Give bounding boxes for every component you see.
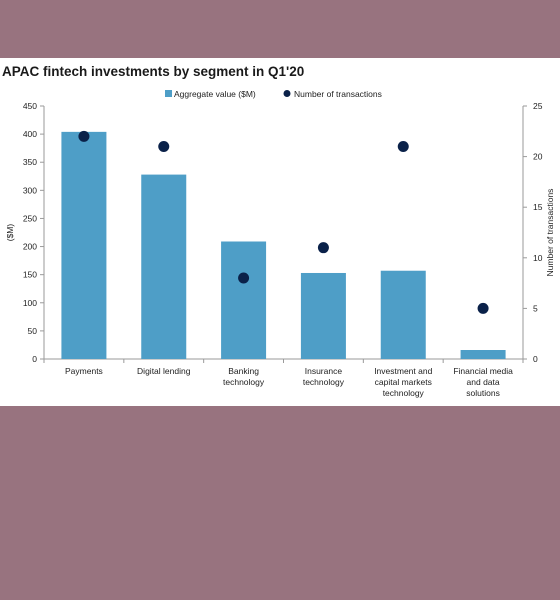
y-tick-label-left: 200	[23, 242, 37, 252]
y-tick-label-right: 10	[533, 253, 543, 263]
y-tick-label-left: 250	[23, 213, 37, 223]
bar	[460, 350, 506, 359]
y-tick-label-right: 20	[533, 152, 543, 162]
transaction-dot	[397, 140, 409, 152]
y-tick-label-right: 5	[533, 303, 538, 313]
bar	[221, 241, 267, 359]
x-category-label: and data	[467, 377, 500, 387]
x-category-label: solutions	[466, 388, 500, 398]
x-category-label: technology	[303, 377, 345, 387]
bar	[300, 272, 346, 359]
y-axis-left-title: ($M)	[5, 224, 15, 242]
y-tick-label-left: 400	[23, 129, 37, 139]
x-category-label: capital markets	[375, 377, 432, 387]
transaction-dot	[158, 140, 170, 152]
legend-label-bar: Aggregate value ($M)	[174, 89, 256, 99]
x-category-label: Banking	[228, 366, 259, 376]
x-category-label: Digital lending	[137, 366, 191, 376]
bar	[141, 174, 187, 359]
x-category-label: technology	[223, 377, 265, 387]
x-category-label: Financial media	[453, 366, 513, 376]
y-tick-label-left: 350	[23, 157, 37, 167]
chart-title: APAC fintech investments by segment in Q…	[2, 64, 305, 79]
y-tick-label-left: 300	[23, 185, 37, 195]
y-tick-label-right: 0	[533, 354, 538, 364]
chart-svg: 0 50 100 150 200 250 300 350 400 450 0 5 10 15 20 25 ($M…	[5, 89, 555, 398]
x-category-label: Investment and	[374, 366, 432, 376]
legend-label-dot: Number of transactions	[294, 89, 382, 99]
y-tick-label-right: 15	[533, 202, 543, 212]
transaction-dot	[238, 272, 250, 284]
x-category-label: Payments	[65, 366, 103, 376]
y-tick-label-left: 50	[28, 326, 38, 336]
bar	[61, 131, 107, 359]
chart-card: APAC fintech investments by segment in Q…	[0, 58, 560, 406]
transaction-dot	[317, 242, 329, 254]
transaction-dot	[78, 130, 90, 142]
y-tick-label-left: 0	[32, 354, 37, 364]
x-category-label: technology	[383, 388, 425, 398]
legend-swatch-dot	[283, 90, 291, 97]
y-tick-label-left: 150	[23, 270, 37, 280]
transaction-dot	[477, 302, 489, 314]
legend-swatch-bar	[165, 90, 172, 97]
y-axis-right-title: Number of transactions	[545, 189, 555, 277]
y-tick-label-right: 25	[533, 101, 543, 111]
bar	[380, 270, 426, 359]
y-tick-label-left: 450	[23, 101, 37, 111]
x-category-label: Insurance	[305, 366, 343, 376]
y-tick-label-left: 100	[23, 298, 37, 308]
